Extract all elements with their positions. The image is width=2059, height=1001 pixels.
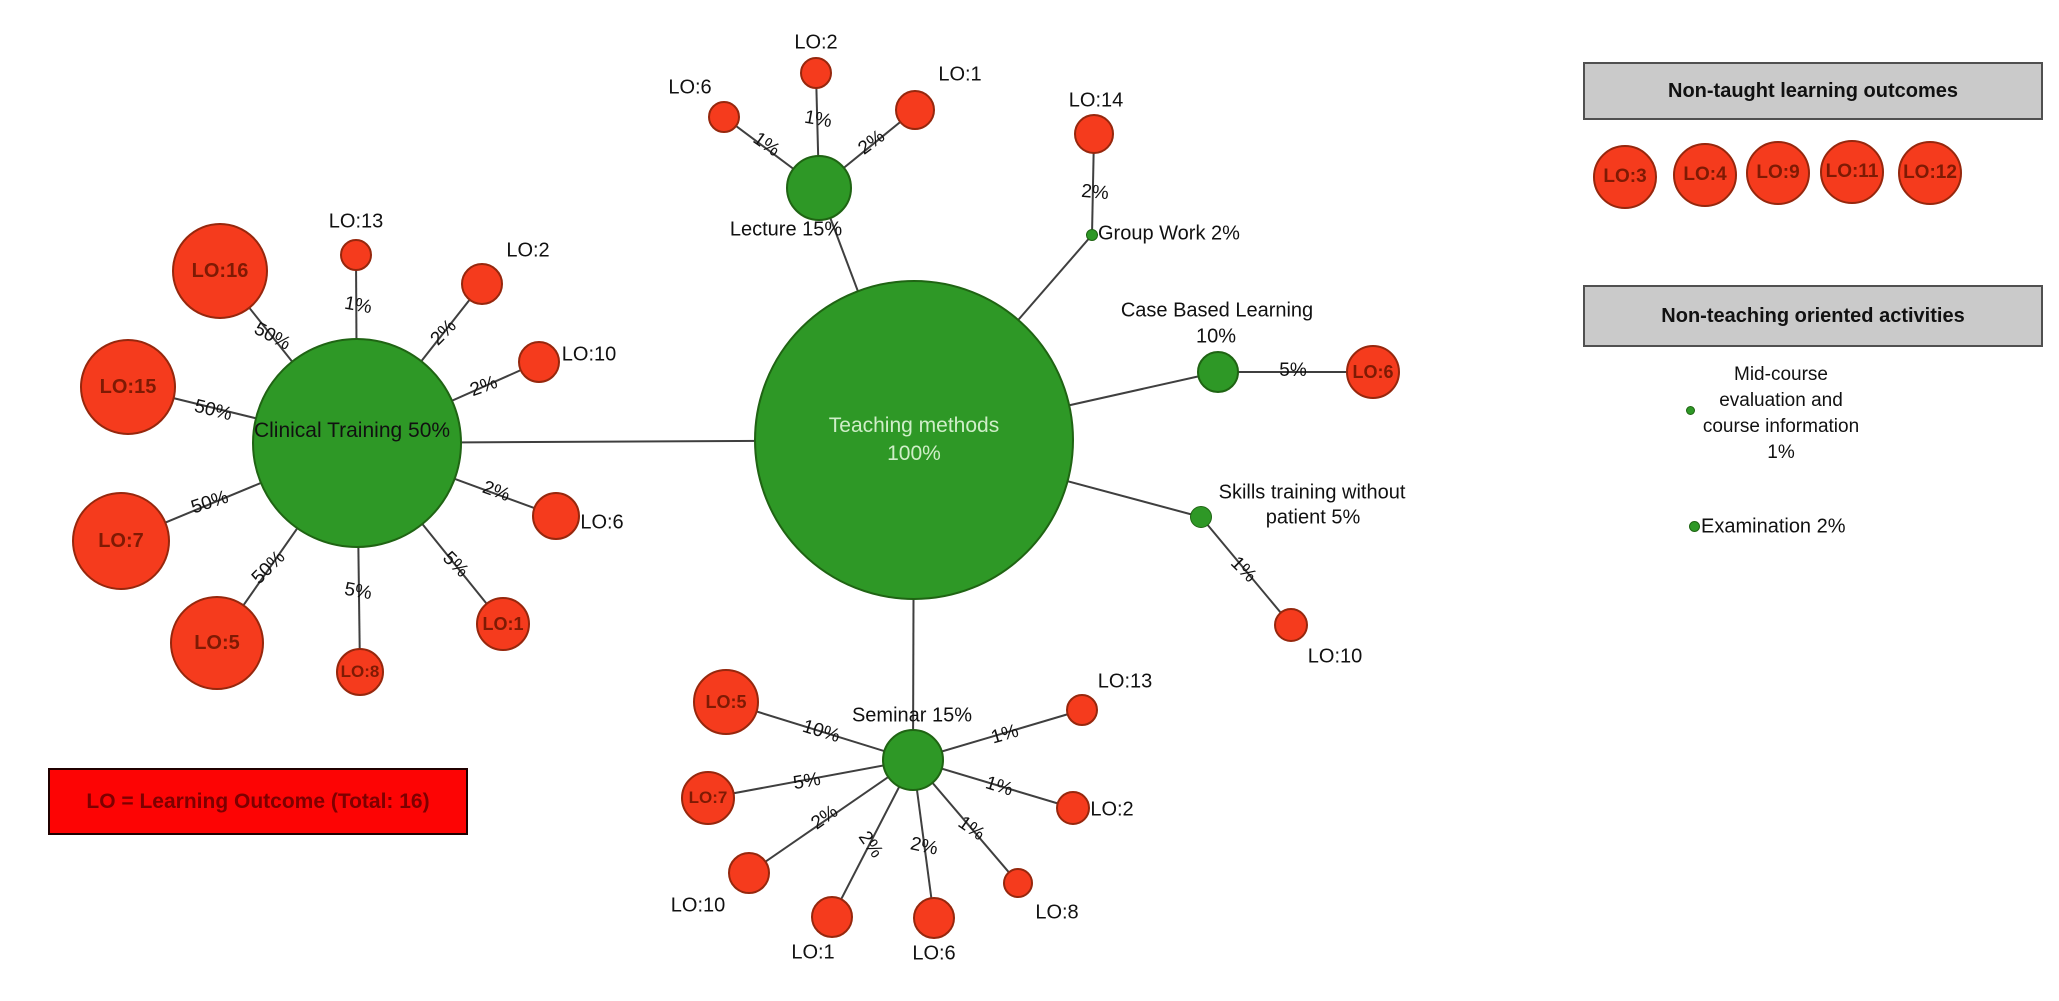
examination-dot	[1689, 521, 1700, 532]
non-teaching-title: Non-teaching oriented activities	[1661, 304, 1965, 327]
clinical-lo2-label: LO:2	[506, 239, 550, 262]
clinical-lo1-node: LO:1	[476, 597, 530, 651]
clinical-lo10-label: LO:10	[561, 343, 617, 366]
clinical-training-label: Clinical Training 50%	[253, 419, 451, 442]
mid-course-text: Mid-course evaluation and course informa…	[1703, 362, 1859, 466]
case-based-lo6-label: LO:6	[1352, 361, 1394, 382]
mid-course-line1: Mid-course	[1734, 364, 1828, 385]
non-taught-lo3-label: LO:3	[1603, 166, 1647, 187]
seminar-label: Seminar 15%	[851, 704, 973, 727]
seminar-lo5-node: LO:5	[693, 669, 759, 735]
teaching-methods-label-line2: 100%	[887, 442, 941, 465]
seminar-lo13-label: LO:13	[1097, 670, 1153, 693]
clinical-lo5-label: LO:5	[194, 631, 240, 654]
case-based-node	[1197, 351, 1239, 393]
skills-lo10-node	[1274, 608, 1308, 642]
clinical-lo7-label: LO:7	[98, 529, 144, 552]
non-taught-lo11-label: LO:11	[1825, 161, 1879, 182]
seminar-node	[882, 729, 944, 791]
non-taught-header: Non-taught learning outcomes	[1583, 62, 2043, 120]
lecture-label: Lecture 15%	[729, 218, 843, 241]
seminar-lo5-label: LO:5	[705, 691, 747, 712]
group-work-lo14-label: LO:14	[1068, 89, 1124, 112]
lecture-lo2-node	[800, 57, 832, 89]
teaching-methods-label: Teaching methods 100%	[829, 412, 999, 468]
lecture-lo1-label: LO:1	[938, 63, 982, 86]
seminar-lo6-label: LO:6	[912, 942, 956, 965]
lecture-lo2-label: LO:2	[794, 31, 838, 54]
seminar-lo10-node	[728, 852, 770, 894]
clinical-lo5-node: LO:5	[170, 596, 264, 690]
clinical-lo15-node: LO:15	[80, 339, 176, 435]
group-work-label: Group Work 2%	[1098, 222, 1240, 245]
mid-course-line3: course information	[1702, 416, 1860, 437]
clinical-lo13-label: LO:13	[328, 210, 384, 233]
skills-lo10-label: LO:10	[1307, 645, 1363, 668]
clinical-lo8-pct: 5%	[342, 578, 374, 605]
seminar-lo7-pct: 5%	[791, 768, 823, 795]
clinical-lo16-label: LO:16	[191, 259, 249, 282]
group-work-node	[1086, 229, 1098, 241]
non-taught-lo9-node: LO:9	[1746, 141, 1810, 205]
skills-training-node	[1190, 506, 1212, 528]
clinical-lo1-label: LO:1	[482, 613, 524, 634]
non-taught-title: Non-taught learning outcomes	[1668, 79, 1958, 102]
case-based-pct: 10%	[1195, 325, 1237, 348]
group-work-lo14-node	[1074, 114, 1114, 154]
seminar-lo6-node	[913, 897, 955, 939]
seminar-lo8-label: LO:8	[1035, 901, 1079, 924]
legend-text: LO = Learning Outcome (Total: 16)	[86, 789, 430, 813]
clinical-lo6-label: LO:6	[580, 511, 624, 534]
clinical-lo6-node	[532, 492, 580, 540]
case-based-title: Case Based Learning	[1120, 299, 1314, 322]
case-based-lo6-node: LO:6	[1346, 345, 1400, 399]
skills-training-label-line1: Skills training without	[1218, 481, 1406, 504]
non-taught-lo12-node: LO:12	[1898, 141, 1962, 205]
lecture-lo6-node	[708, 101, 740, 133]
non-taught-lo12-label: LO:12	[1903, 162, 1957, 183]
skills-training-label-line2: patient 5%	[1265, 506, 1361, 529]
non-taught-lo4-node: LO:4	[1673, 143, 1737, 207]
seminar-lo8-node	[1003, 868, 1033, 898]
clinical-lo16-node: LO:16	[172, 223, 268, 319]
non-taught-lo11-node: LO:11	[1820, 140, 1884, 204]
teaching-methods-label-line1: Teaching methods	[828, 414, 1000, 437]
lecture-lo6-label: LO:6	[668, 76, 712, 99]
clinical-lo10-node	[518, 341, 560, 383]
seminar-lo10-label: LO:10	[670, 894, 726, 917]
seminar-lo7-label: LO:7	[688, 788, 728, 807]
clinical-lo15-label: LO:15	[99, 375, 157, 398]
non-taught-lo9-label: LO:9	[1756, 162, 1800, 183]
legend-box: LO = Learning Outcome (Total: 16)	[48, 768, 468, 835]
mid-course-dot	[1686, 406, 1695, 415]
lecture-lo1-node	[895, 90, 935, 130]
non-teaching-header: Non-teaching oriented activities	[1583, 285, 2043, 347]
examination-text: Examination 2%	[1701, 515, 1846, 538]
lecture-node	[786, 155, 852, 221]
seminar-lo2-node	[1056, 791, 1090, 825]
clinical-lo7-node: LO:7	[72, 492, 170, 590]
group-work-lo14-pct: 2%	[1080, 180, 1110, 205]
seminar-lo1-node	[811, 896, 853, 938]
clinical-lo13-pct: 1%	[342, 292, 374, 319]
teaching-methods-node: Teaching methods 100%	[754, 280, 1074, 600]
case-based-lo6-pct: 5%	[1279, 360, 1307, 381]
clinical-training-node	[252, 338, 462, 548]
clinical-lo8-label: LO:8	[340, 662, 380, 681]
non-taught-lo4-label: LO:4	[1683, 164, 1727, 185]
seminar-lo2-label: LO:2	[1090, 798, 1134, 821]
seminar-lo7-node: LO:7	[681, 771, 735, 825]
clinical-lo8-node: LO:8	[336, 648, 384, 696]
mid-course-line4: 1%	[1767, 442, 1795, 463]
mid-course-line2: evaluation and	[1719, 390, 1843, 411]
clinical-lo2-node	[461, 263, 503, 305]
clinical-lo13-node	[340, 239, 372, 271]
seminar-lo1-label: LO:1	[791, 941, 835, 964]
non-taught-lo3-node: LO:3	[1593, 145, 1657, 209]
lecture-lo2-pct: 1%	[802, 106, 834, 133]
seminar-lo13-node	[1066, 694, 1098, 726]
